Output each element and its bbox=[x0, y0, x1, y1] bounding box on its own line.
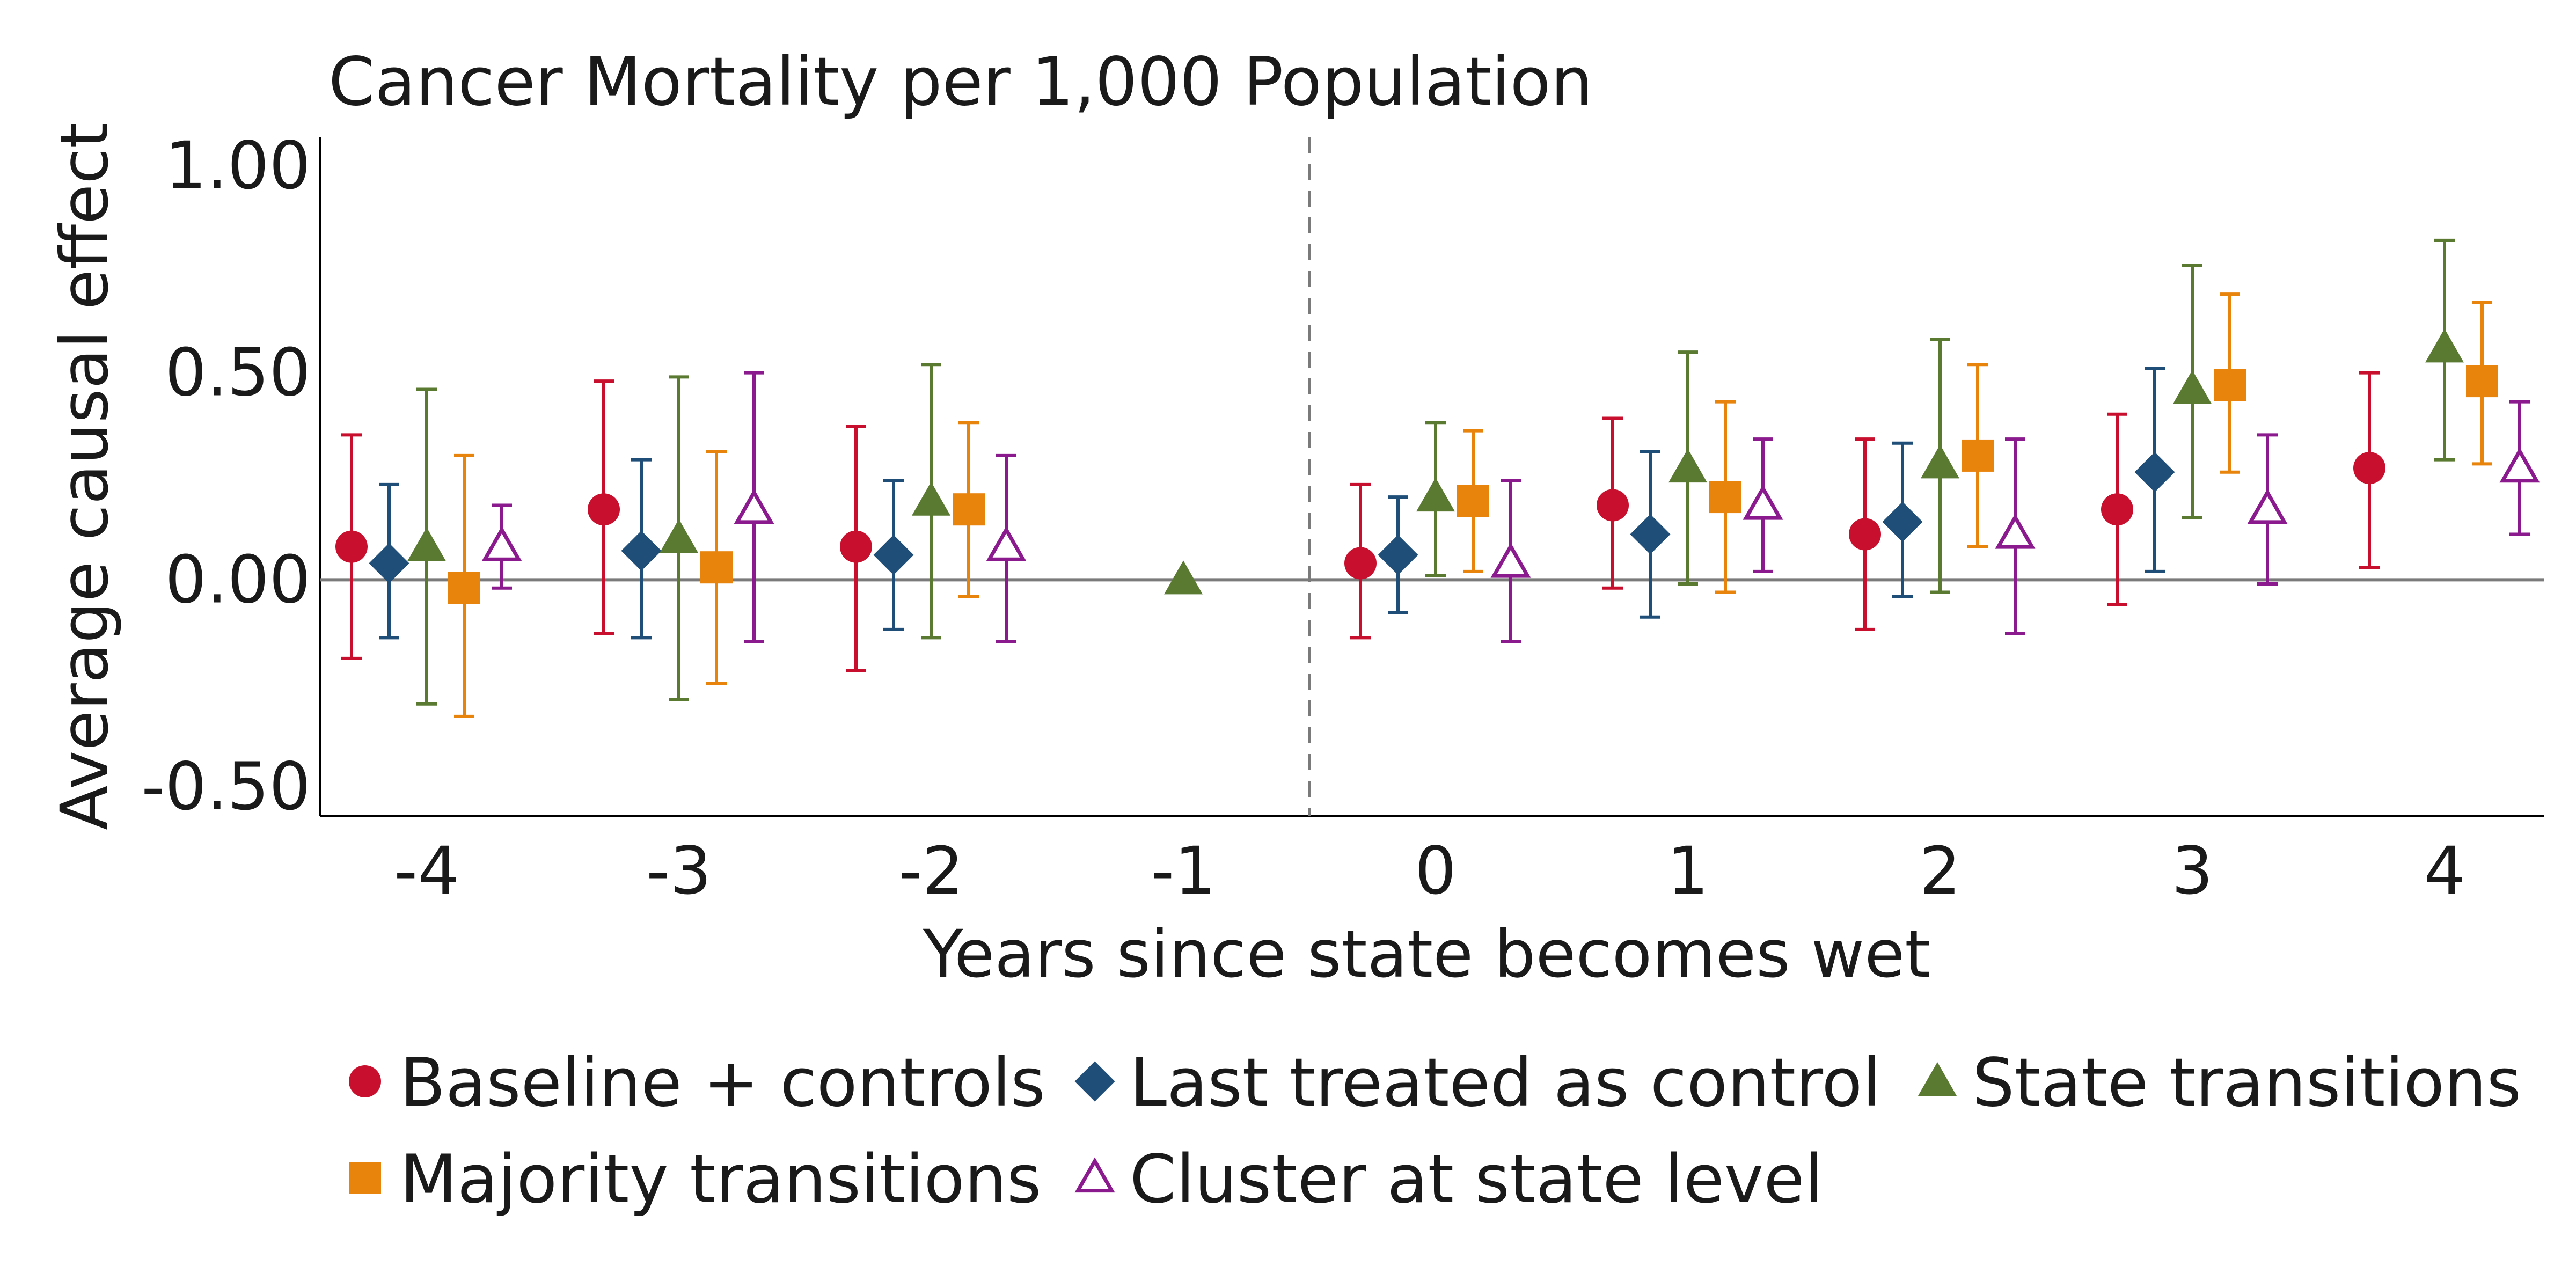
data-point bbox=[448, 572, 480, 604]
data-point bbox=[2499, 447, 2540, 483]
x-tick-label: 2 bbox=[1919, 833, 1961, 909]
data-point bbox=[1921, 444, 1959, 479]
y-tick-label: 1.00 bbox=[165, 128, 311, 204]
data-point bbox=[369, 543, 409, 583]
data-point bbox=[1164, 560, 1203, 595]
y-tick-label: 0.50 bbox=[165, 335, 311, 411]
data-point bbox=[1630, 514, 1671, 554]
series-3 bbox=[407, 238, 2464, 706]
data-point bbox=[912, 481, 950, 516]
x-tick-label: -2 bbox=[898, 833, 964, 909]
data-point bbox=[873, 535, 914, 575]
x-tick-label: 4 bbox=[2424, 833, 2465, 909]
data-point bbox=[840, 530, 872, 563]
y-tick-label: 0.00 bbox=[165, 541, 311, 618]
data-point bbox=[2214, 369, 2246, 401]
data-point bbox=[621, 530, 662, 571]
data-point bbox=[1743, 484, 1783, 520]
legend-label: Baseline + controls bbox=[400, 1044, 1045, 1122]
legend-label: Cluster at state level bbox=[1130, 1141, 1823, 1218]
data-point bbox=[700, 551, 733, 584]
legend-marker bbox=[1074, 1061, 1115, 1102]
data-point bbox=[1457, 485, 1489, 517]
y-tick-label: -0.50 bbox=[141, 749, 311, 825]
data-point bbox=[660, 519, 698, 553]
data-series bbox=[335, 238, 2540, 718]
data-point bbox=[1849, 518, 1881, 551]
data-point bbox=[734, 488, 774, 524]
data-point bbox=[2247, 488, 2288, 524]
legend-marker bbox=[349, 1162, 381, 1194]
plot-area: 1.00 0.50 0.00 -0.50 -4 -3 -2 -1 0 1 2 3 4 bbox=[141, 128, 2544, 909]
data-point bbox=[2134, 452, 2175, 493]
data-point bbox=[1344, 547, 1377, 580]
legend-label: Last treated as control bbox=[1130, 1044, 1881, 1122]
data-point bbox=[1597, 489, 1629, 522]
data-point bbox=[1962, 439, 1994, 472]
x-axis-label: Years since state becomes wet bbox=[923, 916, 1930, 992]
x-tick-label: 3 bbox=[2171, 833, 2213, 909]
data-point bbox=[2353, 452, 2385, 485]
data-point bbox=[1882, 501, 1923, 542]
data-point bbox=[2101, 493, 2133, 526]
data-point bbox=[1378, 535, 1418, 575]
legend-marker bbox=[1074, 1157, 1115, 1193]
x-tick-labels: -4 -3 -2 -1 0 1 2 3 4 bbox=[394, 833, 2465, 909]
legend: Baseline + controls Last treated as contr… bbox=[349, 1044, 2521, 1218]
data-point bbox=[2466, 365, 2498, 398]
legend-label: Majority transitions bbox=[400, 1141, 1042, 1218]
x-tick-label: -3 bbox=[646, 833, 712, 909]
legend-item: Baseline + controls bbox=[349, 1044, 1045, 1122]
y-axis-label: Average causal effect bbox=[47, 122, 123, 830]
legend-marker bbox=[1918, 1062, 1957, 1096]
legend-item: State transitions bbox=[1918, 1044, 2521, 1122]
data-point bbox=[1416, 478, 1455, 512]
series-1 bbox=[335, 371, 2385, 673]
series-4 bbox=[448, 292, 2498, 718]
data-point bbox=[2425, 328, 2464, 363]
data-point bbox=[335, 530, 368, 563]
series-2 bbox=[369, 367, 2175, 640]
data-point bbox=[481, 526, 522, 561]
data-point bbox=[407, 527, 446, 561]
data-point bbox=[2173, 370, 2212, 404]
data-point bbox=[986, 526, 1027, 561]
legend-item: Cluster at state level bbox=[1074, 1141, 1823, 1218]
x-tick-label: 1 bbox=[1667, 833, 1709, 909]
series-5 bbox=[481, 371, 2540, 644]
x-tick-label: -4 bbox=[394, 833, 459, 909]
x-tick-label: -1 bbox=[1151, 833, 1216, 909]
legend-item: Majority transitions bbox=[349, 1141, 1042, 1218]
legend-item: Last treated as control bbox=[1074, 1044, 1881, 1122]
x-tick-label: 0 bbox=[1415, 833, 1457, 909]
data-point bbox=[1668, 449, 1707, 483]
data-point bbox=[1995, 513, 2036, 549]
data-point bbox=[953, 493, 985, 526]
y-tick-labels: 1.00 0.50 0.00 -0.50 bbox=[141, 128, 311, 825]
data-point bbox=[1490, 542, 1531, 578]
data-point bbox=[588, 493, 620, 526]
legend-marker bbox=[349, 1065, 381, 1097]
legend-label: State transitions bbox=[1972, 1044, 2521, 1122]
chart-title: Cancer Mortality per 1,000 Population bbox=[328, 43, 1593, 121]
data-point bbox=[1709, 481, 1741, 514]
